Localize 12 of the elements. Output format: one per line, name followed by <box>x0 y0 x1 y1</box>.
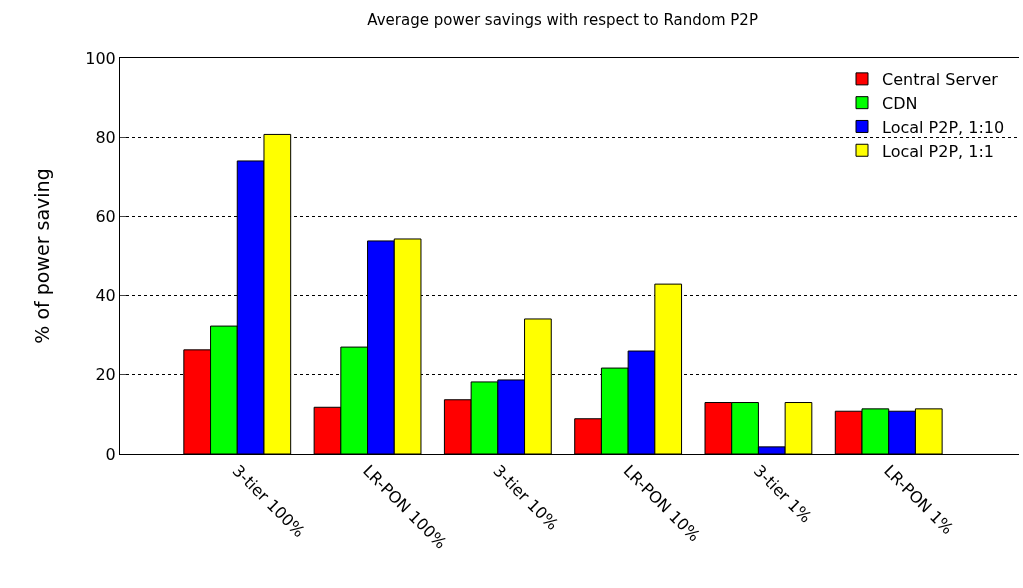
y-tick-label: 100 <box>85 48 116 68</box>
y-tick-label: 20 <box>95 365 116 385</box>
chart-title: Average power savings with respect to Random P2P <box>367 11 758 30</box>
y-tick-label: 0 <box>105 444 116 464</box>
y-tick-label: 60 <box>95 207 116 226</box>
y-tick-label: 40 <box>95 286 116 306</box>
legend-label: Local P2P, 1:1 <box>882 141 994 161</box>
legend-label: Central Server <box>882 70 999 90</box>
legend-label: CDN <box>882 93 918 113</box>
y-tick-label: 80 <box>95 127 116 147</box>
y-axis-title: % of power saving <box>31 168 54 344</box>
legend-label: Local P2P, 1:10 <box>882 117 1005 137</box>
